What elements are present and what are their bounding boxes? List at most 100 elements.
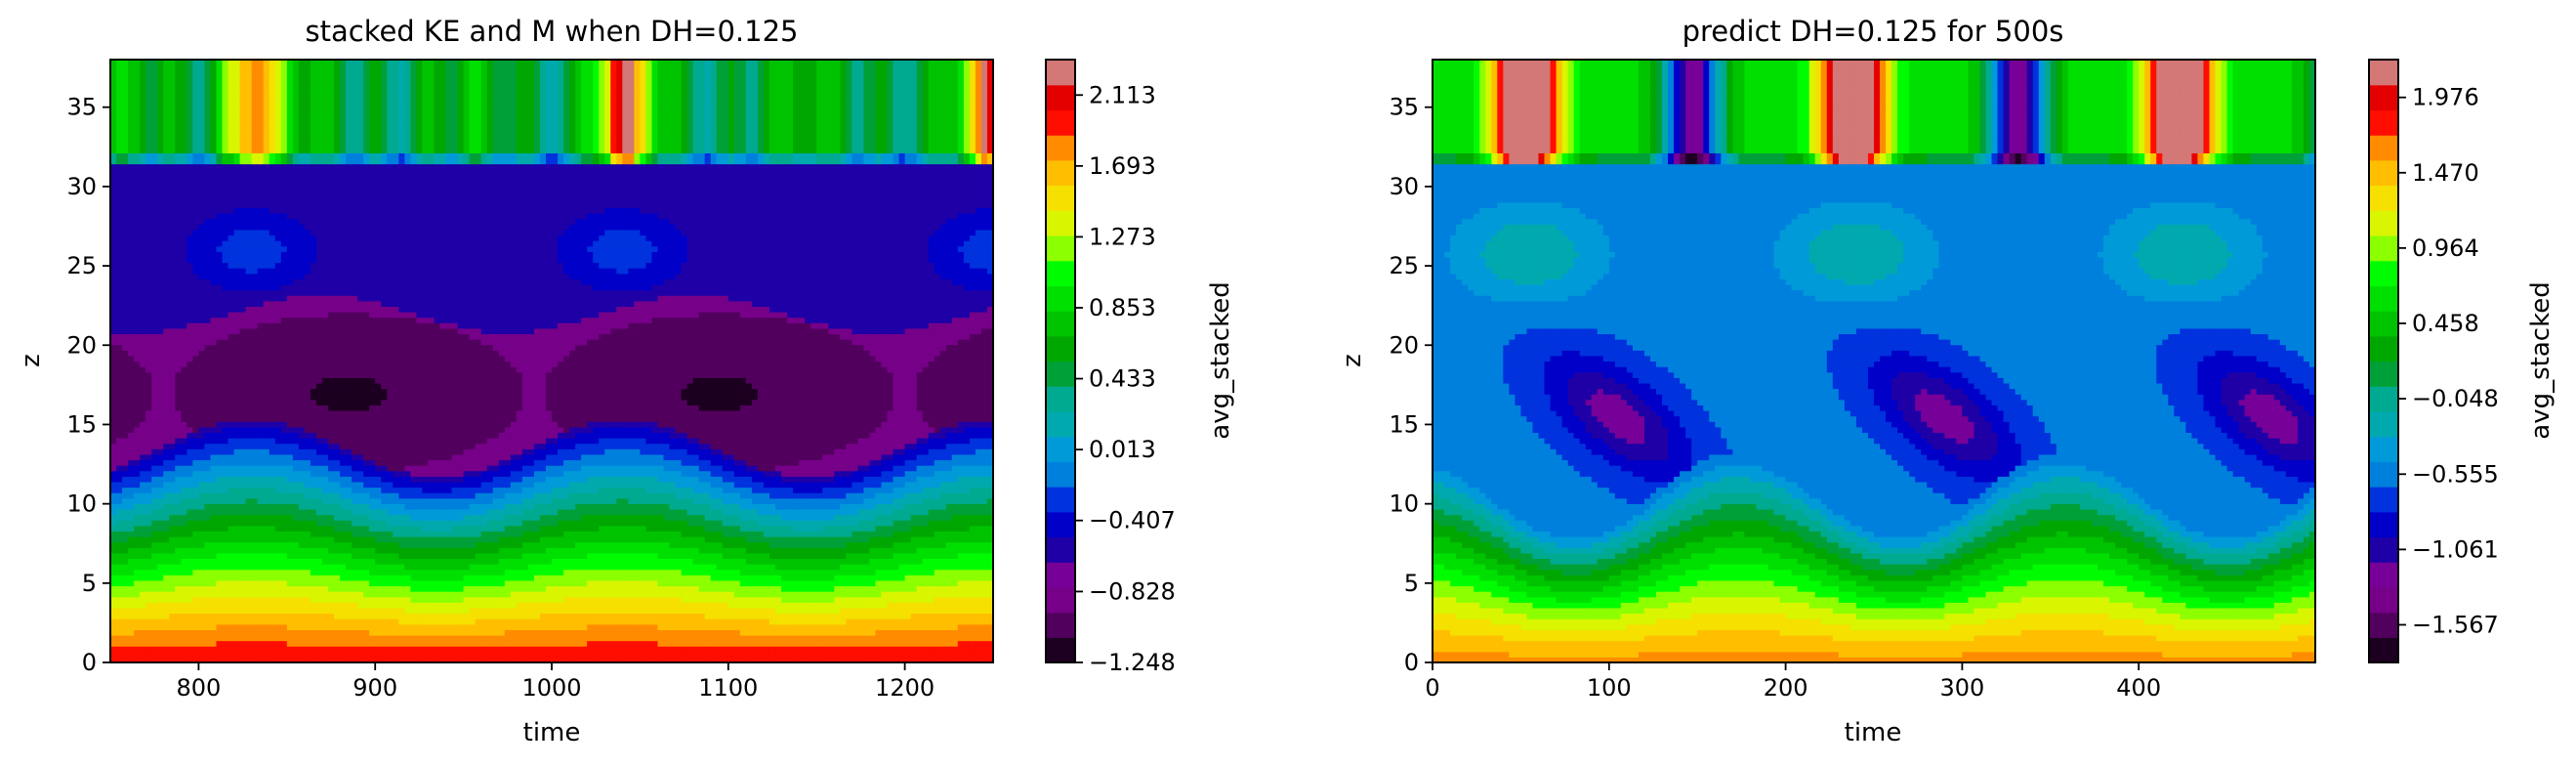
heatmap-cell [187, 306, 193, 312]
heatmap-cell [293, 635, 300, 641]
heatmap-cell [322, 542, 329, 548]
heatmap-cell [229, 202, 235, 208]
heatmap-cell [287, 553, 294, 559]
heatmap-cell [363, 192, 370, 197]
heatmap-cell [192, 246, 199, 252]
heatmap-cell [246, 65, 253, 71]
heatmap-cell [140, 465, 146, 471]
heatmap-cell [369, 366, 376, 372]
heatmap-cell [122, 394, 129, 400]
heatmap-cell [175, 476, 182, 482]
heatmap-cell [340, 65, 347, 71]
heatmap-cell [293, 531, 300, 536]
heatmap-cell [240, 526, 247, 532]
heatmap-cell [252, 301, 259, 307]
heatmap-cell [311, 608, 317, 614]
heatmap-cell [234, 186, 241, 192]
heatmap-cell [140, 641, 146, 647]
heatmap-cell [192, 70, 199, 76]
heatmap-cell [229, 444, 235, 449]
heatmap-cell [293, 251, 300, 257]
heatmap-cell [357, 284, 364, 290]
heatmap-cell [210, 246, 217, 252]
heatmap-cell [299, 278, 306, 284]
heatmap-cell [375, 503, 382, 509]
heatmap-cell [210, 207, 217, 213]
heatmap-cell [246, 564, 253, 570]
heatmap-cell [258, 444, 265, 449]
heatmap-cell [275, 224, 282, 230]
heatmap-cell [216, 362, 223, 367]
heatmap-cell [240, 284, 247, 290]
heatmap-cell [281, 76, 288, 82]
heatmap-cell [192, 471, 199, 477]
heatmap-cell [275, 81, 282, 87]
heatmap-cell [346, 597, 353, 603]
heatmap-cell [305, 454, 312, 460]
heatmap-cell [293, 257, 300, 263]
heatmap-cell [346, 531, 353, 536]
heatmap-cell [352, 476, 358, 482]
heatmap-cell [151, 148, 158, 153]
heatmap-cell [192, 608, 199, 614]
heatmap-cell [122, 295, 129, 301]
heatmap-cell [357, 482, 364, 488]
heatmap-cell [151, 410, 158, 416]
heatmap-cell [157, 476, 164, 482]
heatmap-cell [252, 564, 259, 570]
heatmap-cell [299, 295, 306, 301]
heatmap-cell [305, 558, 312, 564]
heatmap-cell [281, 333, 288, 339]
heatmap-cell [352, 213, 358, 219]
heatmap-cell [234, 482, 241, 488]
heatmap-cell [322, 169, 329, 175]
heatmap-cell [229, 580, 235, 586]
heatmap-cell [216, 219, 223, 225]
heatmap-cell [340, 219, 347, 225]
heatmap-cell [163, 295, 170, 301]
heatmap-cell [340, 301, 347, 307]
heatmap-cell [223, 570, 229, 575]
heatmap-cell [134, 389, 141, 395]
heatmap-cell [275, 202, 282, 208]
heatmap-cell [287, 608, 294, 614]
heatmap-cell [204, 372, 211, 378]
heatmap-cell [322, 295, 329, 301]
heatmap-cell [352, 356, 358, 362]
heatmap-cell [346, 498, 353, 504]
heatmap-cell [134, 526, 141, 532]
heatmap-cell [258, 158, 265, 164]
heatmap-cell [264, 339, 270, 345]
heatmap-cell [128, 410, 135, 416]
heatmap-cell [281, 531, 288, 536]
heatmap-cell [134, 131, 141, 137]
heatmap-cell [223, 234, 229, 240]
heatmap-cell [316, 459, 323, 465]
heatmap-cell [204, 114, 211, 120]
heatmap-cell [163, 306, 170, 312]
heatmap-cell [357, 93, 364, 99]
heatmap-cell [305, 192, 312, 197]
heatmap-cell [204, 274, 211, 279]
heatmap-cell [340, 482, 347, 488]
heatmap-cell [122, 108, 129, 114]
heatmap-cell [357, 318, 364, 323]
heatmap-cell [340, 278, 347, 284]
heatmap-cell [151, 125, 158, 131]
heatmap-cell [369, 339, 376, 345]
heatmap-cell [346, 410, 353, 416]
heatmap-cell [175, 186, 182, 192]
heatmap-cell [316, 257, 323, 263]
heatmap-cell [198, 312, 205, 318]
heatmap-cell [352, 509, 358, 515]
heatmap-cell [246, 471, 253, 477]
heatmap-cell [375, 624, 382, 630]
heatmap-cell [305, 70, 312, 76]
heatmap-cell [157, 482, 164, 488]
heatmap-cell [258, 482, 265, 488]
heatmap-cell [234, 76, 241, 82]
heatmap-cell [234, 81, 241, 87]
heatmap-cell [311, 240, 317, 246]
heatmap-cell [151, 207, 158, 213]
heatmap-cell [198, 207, 205, 213]
